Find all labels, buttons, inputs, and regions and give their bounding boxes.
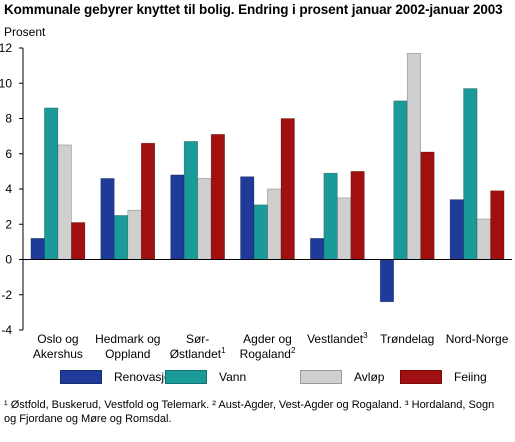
x-category-label: Sør-Østlandet1 (170, 332, 226, 361)
bar-avl-p (197, 178, 212, 260)
legend-swatch (300, 370, 342, 384)
bar-feiing (420, 151, 435, 260)
bar-renovasjon (449, 199, 464, 260)
bar-vann (183, 141, 198, 260)
legend-label: Renovasjon (114, 370, 178, 384)
bar-feiing (140, 142, 156, 260)
legend-label: Vann (219, 370, 247, 384)
bar-chart: Prosent -4 -2 0 2 4 6 8 10 12 Oslo og Akershus Hedm… (0, 25, 512, 361)
y-tick-label: 4 (5, 182, 12, 196)
bar-avl-p (267, 188, 282, 260)
bar-renovasjon (310, 238, 325, 260)
y-axis-label: Prosent (4, 25, 46, 39)
legend-label: Avløp (354, 370, 385, 384)
bar-renovasjon (170, 174, 185, 260)
bar-feiing (350, 171, 365, 260)
bar-avl-p (57, 144, 72, 260)
bar-vann (44, 107, 59, 260)
bar-vann (463, 88, 478, 260)
legend-swatch (400, 370, 442, 384)
y-tick-label: 10 (0, 76, 12, 90)
y-tick-label: 6 (5, 147, 12, 161)
legend-item: Avløp (300, 370, 384, 384)
y-tick-label: 8 (5, 112, 12, 126)
bar-renovasjon (240, 176, 255, 260)
legend-swatch (165, 370, 207, 384)
x-category-label: Trøndelag (380, 332, 434, 346)
legend: Renovasjon Vann Avløp Feiing (0, 370, 515, 390)
bars-layer (30, 52, 505, 303)
bar-avl-p (406, 52, 422, 260)
x-category-label: Hedmark og Oppland (95, 332, 160, 361)
legend-item: Feiing (400, 370, 487, 384)
bar-vann (253, 204, 268, 260)
y-tick-label: -2 (1, 288, 12, 302)
bar-vann (113, 215, 129, 260)
bar-renovasjon (379, 259, 395, 303)
y-tick-label: -4 (1, 323, 12, 337)
x-category-label: Vestlandet3 (307, 331, 368, 346)
x-category-label: Oslo og Akershus (33, 332, 83, 361)
bar-feiing (210, 134, 225, 260)
chart-title: Kommunale gebyrer knyttet til bolig. End… (4, 2, 503, 17)
y-tick-label: 2 (5, 217, 12, 231)
bar-avl-p (337, 197, 352, 260)
bar-avl-p (476, 218, 491, 260)
bar-feiing (490, 190, 505, 260)
bar-avl-p (127, 209, 142, 260)
legend-item: Renovasjon (60, 370, 177, 384)
x-category-label: Nord-Norge (446, 332, 509, 346)
bar-vann (323, 172, 338, 260)
legend-swatch (60, 370, 102, 384)
axes-layer: -4 -2 0 2 4 6 8 10 12 Oslo og Akershus Hedmark og Op… (0, 41, 512, 361)
x-category-label: Agder og Rogaland2 (240, 332, 296, 361)
bar-renovasjon (100, 178, 115, 260)
bar-renovasjon (30, 238, 45, 260)
footnote: ¹ Østfold, Buskerud, Vestfold og Telemar… (4, 399, 495, 425)
bar-feiing (280, 118, 295, 260)
legend-label: Feiing (454, 370, 487, 384)
bar-vann (393, 100, 408, 260)
y-tick-label: 12 (0, 41, 12, 55)
y-tick-label: 0 (5, 253, 12, 267)
legend-item: Vann (165, 370, 246, 384)
bar-feiing (71, 222, 86, 260)
